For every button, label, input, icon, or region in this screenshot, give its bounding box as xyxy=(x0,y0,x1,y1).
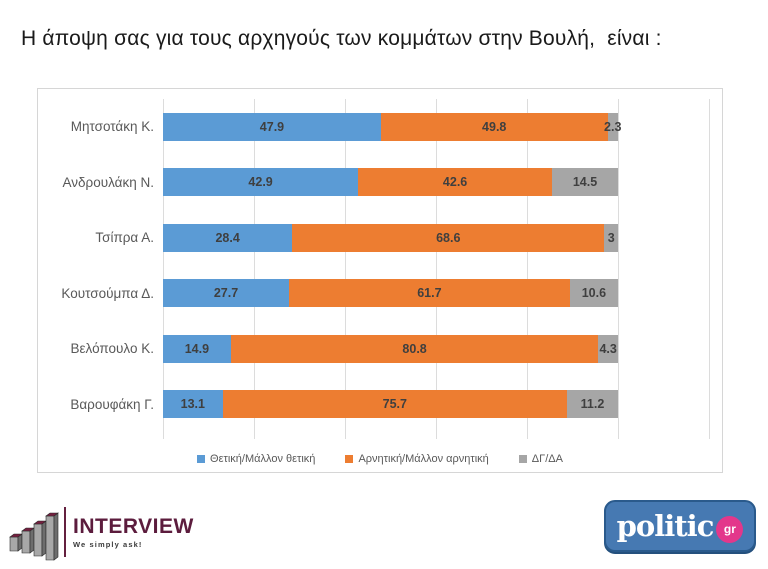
bar-segment: 42.9 xyxy=(163,168,359,197)
politic-gr-badge: gr xyxy=(716,515,744,543)
logo-divider xyxy=(64,507,66,557)
chart-row: Βελόπουλο Κ. 14.9 80.8 4.3 xyxy=(71,321,709,377)
data-label: 13.1 xyxy=(180,397,205,412)
legend-swatch-icon xyxy=(345,455,354,463)
chart-row: Ανδρουλάκη Ν. 42.9 42.6 14.5 xyxy=(63,155,709,211)
bar-segment: 42.6 xyxy=(358,168,553,197)
data-label: 42.9 xyxy=(248,175,273,190)
bar-segment: 75.7 xyxy=(222,390,568,419)
page-title: Η άποψη σας για τους αρχηγούς των κομμάτ… xyxy=(21,27,662,50)
stacked-bar: 27.7 61.7 10.6 xyxy=(163,279,709,308)
data-label: 49.8 xyxy=(482,119,507,134)
data-label: 47.9 xyxy=(259,119,285,134)
bar-segment: 14.5 xyxy=(552,168,618,197)
chart-row: Βαρουφάκη Γ. 13.1 75.7 11.2 xyxy=(70,377,709,433)
politic-logo: politic gr xyxy=(604,500,756,552)
bar-segment: 47.9 xyxy=(163,112,381,141)
category-label: Βαρουφάκη Γ. xyxy=(70,396,154,412)
bar-segment: 68.6 xyxy=(292,223,605,252)
data-label: 3 xyxy=(607,230,615,245)
plot-area: Μητσοτάκη Κ. 47.9 49.8 2.3 Ανδρουλάκη Ν. 42.9… xyxy=(61,99,710,433)
bar-segment: 28.4 xyxy=(163,223,293,252)
legend-item: Αρνητική/Μάλλον αρνητική xyxy=(345,453,489,465)
category-label: Βελόπουλο Κ. xyxy=(70,341,154,357)
data-label: 4.3 xyxy=(599,341,617,356)
category-label: Τσίπρα Α. xyxy=(95,230,154,246)
bar-segment: 11.2 xyxy=(567,390,618,419)
chart-row: Μητσοτάκη Κ. 47.9 49.8 2.3 xyxy=(71,99,709,155)
stacked-bar: 13.1 75.7 11.2 xyxy=(163,390,709,419)
legend-item: Θετική/Μάλλον θετική xyxy=(197,453,315,465)
bar-segment: 4.3 xyxy=(598,334,618,363)
stacked-bar: 14.9 80.8 4.3 xyxy=(163,334,709,363)
data-label: 10.6 xyxy=(581,286,607,301)
data-label: 11.2 xyxy=(580,397,605,412)
stacked-bar: 28.4 68.6 3 xyxy=(163,223,709,252)
stacked-bar: 42.9 42.6 14.5 xyxy=(163,168,709,197)
bar-segment: 13.1 xyxy=(163,390,223,419)
legend-item: ΔΓ/ΔΑ xyxy=(518,453,563,465)
chart-row: Κουτσούμπα Δ. 27.7 61.7 10.6 xyxy=(61,266,709,322)
interview-wordmark: INTERVIEW xyxy=(73,514,194,538)
stacked-bar: 47.9 49.8 2.3 xyxy=(163,112,709,141)
data-label: 28.4 xyxy=(215,230,240,245)
bar-segment: 3 xyxy=(604,223,618,252)
category-label: Ανδρουλάκη Ν. xyxy=(62,174,154,190)
interview-tagline: We simply ask! xyxy=(73,539,143,549)
bar-rows: Μητσοτάκη Κ. 47.9 49.8 2.3 Ανδρουλάκη Ν. 42.9… xyxy=(61,99,709,433)
data-label: 80.8 xyxy=(402,341,427,356)
category-label: Κουτσούμπα Δ. xyxy=(61,285,154,301)
chart-container: Μητσοτάκη Κ. 47.9 49.8 2.3 Ανδρουλάκη Ν. 42.9… xyxy=(37,88,723,473)
data-label: 14.9 xyxy=(184,341,210,356)
politic-wordmark: politic xyxy=(616,508,715,543)
legend-label: Θετική/Μάλλον θετική xyxy=(210,453,316,465)
legend-label: ΔΓ/ΔΑ xyxy=(531,453,563,465)
data-label: 61.7 xyxy=(417,286,442,301)
chart-row: Τσίπρα Α. 28.4 68.6 3 xyxy=(95,210,709,266)
legend: Θετική/Μάλλον θετική Αρνητική/Μάλλον αρνη… xyxy=(38,453,722,465)
bar-segment: 14.9 xyxy=(163,334,231,363)
data-label: 27.7 xyxy=(213,286,239,301)
data-label: 2.3 xyxy=(604,119,622,134)
data-label: 14.5 xyxy=(572,175,598,190)
data-label: 42.6 xyxy=(442,175,468,190)
bar-segment: 2.3 xyxy=(604,112,621,141)
legend-label: Αρνητική/Μάλλον αρνητική xyxy=(358,453,489,465)
data-label: 68.6 xyxy=(436,230,461,245)
bar-segment: 61.7 xyxy=(289,279,570,308)
category-label: Μητσοτάκη Κ. xyxy=(70,119,154,135)
legend-swatch-icon xyxy=(518,455,527,463)
bar-segment: 27.7 xyxy=(163,279,290,308)
bar-segment: 10.6 xyxy=(569,279,618,308)
legend-swatch-icon xyxy=(197,455,206,463)
bar-segment: 49.8 xyxy=(380,112,608,141)
interview-logo: INTERVIEW We simply ask! xyxy=(8,503,194,561)
bar-chart-logo-icon xyxy=(9,512,59,561)
axis-ticks xyxy=(163,432,710,439)
data-label: 75.7 xyxy=(382,397,407,412)
bar-segment: 80.8 xyxy=(230,334,599,363)
